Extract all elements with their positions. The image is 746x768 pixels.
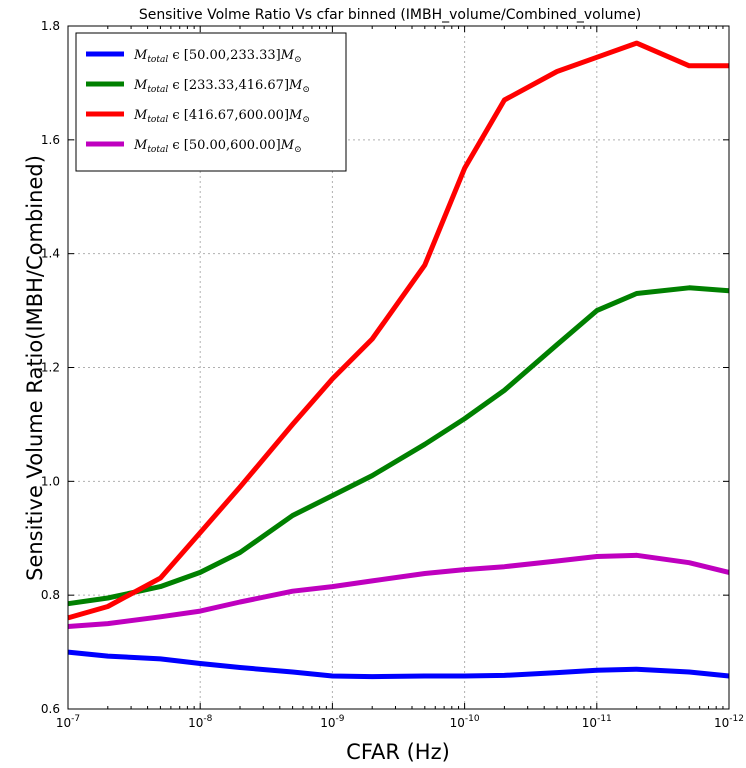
legend-entry-label: Mtotal ϵ [50.00,233.33]M⊙ [133, 48, 302, 65]
x-tick-label: 10-12 [714, 714, 744, 730]
series-line-2 [67, 285, 730, 607]
y-axis-ticks: 0.6 0.8 1.0 1.2 1.4 1.6 1.8 [41, 19, 729, 716]
x-tick-label: 10-9 [320, 714, 345, 730]
y-axis-label: Sensitive Volume Ratio(IMBH/Combined) [23, 155, 47, 581]
x-tick-label: 10-11 [582, 714, 612, 730]
y-tick-label: 1.0 [41, 474, 60, 488]
y-tick-label: 1.4 [41, 247, 60, 261]
legend-entry-label: Mtotal ϵ [233.33,416.67]M⊙ [133, 78, 310, 95]
series-lines [67, 40, 730, 680]
x-axis-label: CFAR (Hz) [346, 740, 450, 764]
y-tick-label: 0.6 [41, 702, 60, 716]
legend: Mtotal ϵ [50.00,233.33]M⊙ Mtotal ϵ [233.3… [75, 32, 347, 172]
y-tick-label: 1.2 [41, 361, 60, 375]
y-tick-label: 1.8 [41, 19, 60, 33]
y-tick-label: 0.8 [41, 588, 60, 602]
y-tick-label: 1.6 [41, 133, 60, 147]
x-tick-label: 10-8 [188, 714, 213, 730]
series-line-4 [67, 552, 730, 629]
x-tick-label: 10-10 [450, 714, 480, 730]
x-tick-label: 10-7 [56, 714, 80, 730]
series-line-3 [67, 40, 729, 621]
chart-title: Sensitive Volme Ratio Vs cfar binned (IM… [139, 7, 641, 23]
x-axis-ticks: 10-7 10-8 10-9 10-10 10-11 10-12 [56, 26, 744, 730]
series-line-1 [67, 649, 730, 680]
legend-entry-label: Mtotal ϵ [50.00,600.00]M⊙ [133, 138, 302, 155]
legend-entry-label: Mtotal ϵ [416.67,600.00]M⊙ [133, 108, 310, 125]
